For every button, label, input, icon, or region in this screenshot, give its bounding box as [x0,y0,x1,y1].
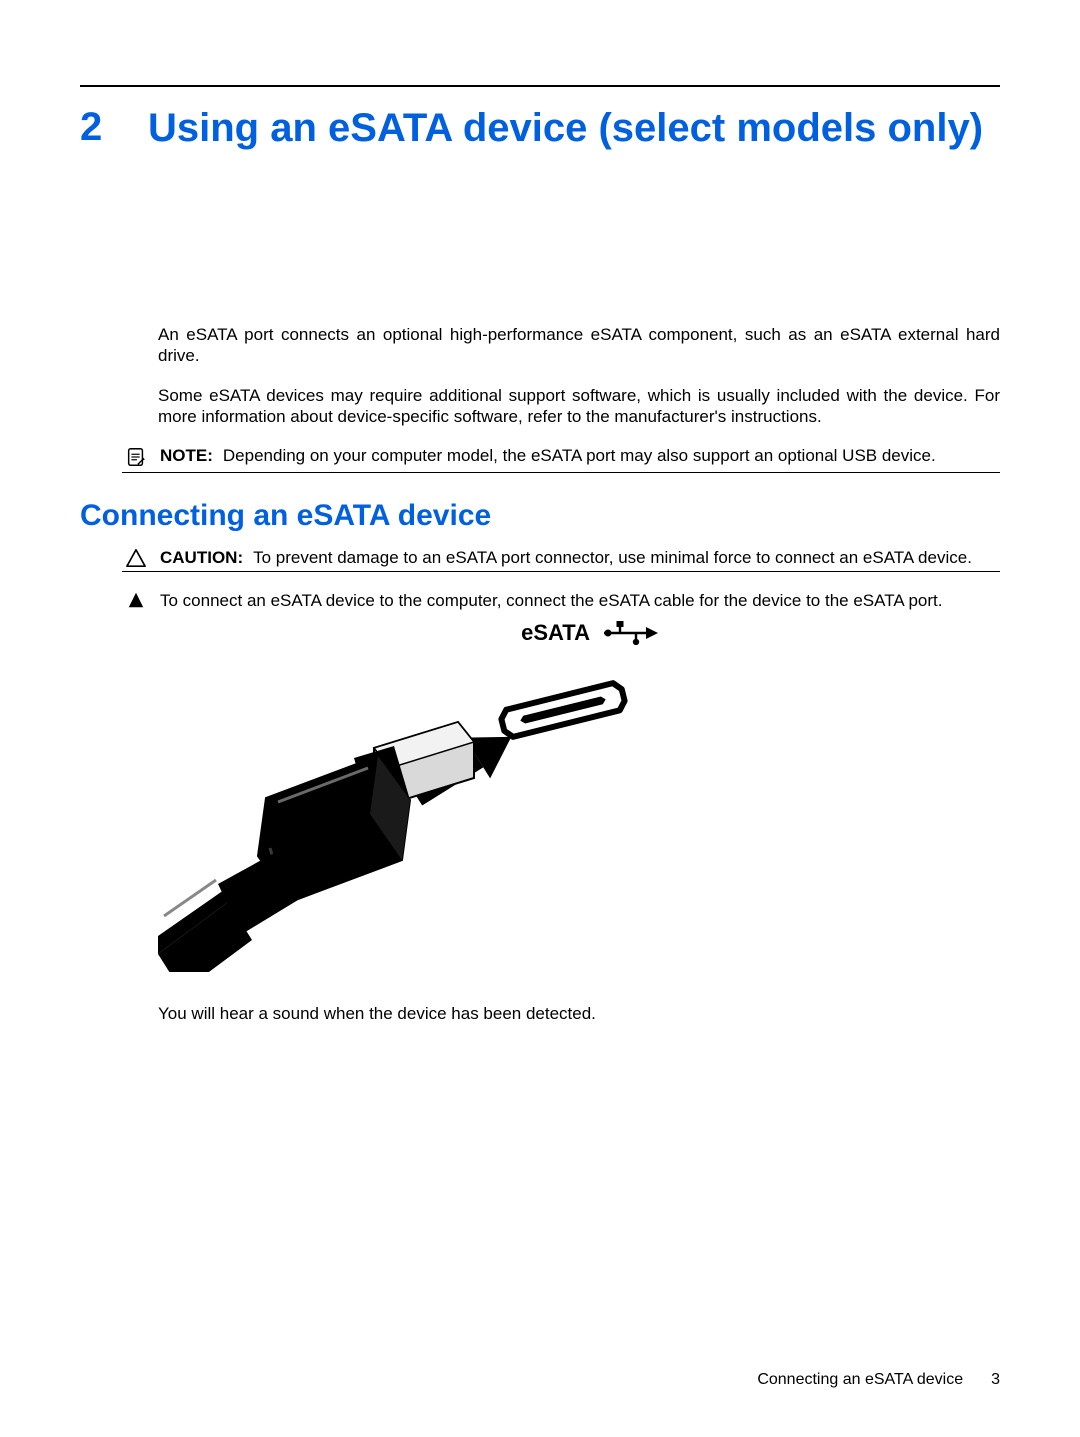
step-text: To connect an eSATA device to the comput… [160,590,1000,612]
chapter-heading: 2 Using an eSATA device (select models o… [80,105,1000,152]
document-page: 2 Using an eSATA device (select models o… [0,0,1080,1437]
after-illustration-text: You will hear a sound when the device ha… [158,1003,1000,1024]
note-callout: NOTE: Depending on your computer model, t… [122,445,1000,468]
note-label: NOTE: [160,446,213,465]
footer-page-number: 3 [991,1371,1000,1389]
spacing [80,152,1000,324]
after-illustration-block: You will hear a sound when the device ha… [158,1003,1000,1024]
caution-icon [122,547,150,568]
step-row: To connect an eSATA device to the comput… [122,590,1000,612]
top-rule [80,85,1000,87]
esata-symbol-icon [602,621,658,645]
note-body: Depending on your computer model, the eS… [223,446,936,465]
page-footer: Connecting an eSATA device 3 [757,1371,1000,1389]
step-marker-icon [122,590,150,609]
intro-paragraph-1: An eSATA port connects an optional high-… [158,324,1000,367]
subsection-title: Connecting an eSATA device [80,499,1000,533]
chapter-number: 2 [80,105,112,149]
esata-diagram-icon [158,652,678,972]
chapter-title: Using an eSATA device (select models onl… [148,105,1000,152]
caution-body: To prevent damage to an eSATA port conne… [253,548,972,567]
caution-text: CAUTION: To prevent damage to an eSATA po… [160,547,1000,569]
intro-paragraph-2: Some eSATA devices may require additiona… [158,385,1000,428]
caution-callout: CAUTION: To prevent damage to an eSATA po… [122,547,1000,569]
note-text: NOTE: Depending on your computer model, t… [160,445,1000,467]
caution-label: CAUTION: [160,548,243,567]
esata-illustration: eSATA [158,620,678,977]
esata-label-row: eSATA [158,620,678,646]
caution-underline [122,571,1000,572]
note-icon [122,445,150,468]
footer-section-title: Connecting an eSATA device [757,1371,963,1389]
esata-port-label: eSATA [521,620,590,646]
intro-block: An eSATA port connects an optional high-… [158,324,1000,427]
note-underline [122,472,1000,473]
